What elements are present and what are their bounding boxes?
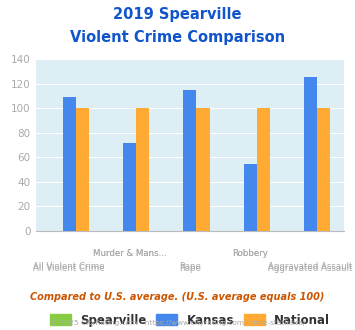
Bar bbox=[136, 109, 149, 231]
Bar bbox=[196, 109, 209, 231]
Text: Aggravated Assault: Aggravated Assault bbox=[268, 264, 353, 273]
Bar bbox=[184, 90, 196, 231]
Text: All Violent Crime: All Violent Crime bbox=[33, 262, 105, 271]
Text: © 2025 CityRating.com - https://www.cityrating.com/crime-statistics/: © 2025 CityRating.com - https://www.city… bbox=[50, 319, 305, 326]
Bar bbox=[317, 109, 330, 231]
Legend: Spearville, Kansas, National: Spearville, Kansas, National bbox=[45, 309, 335, 330]
Text: Compared to U.S. average. (U.S. average equals 100): Compared to U.S. average. (U.S. average … bbox=[30, 292, 325, 302]
Text: Rape: Rape bbox=[179, 262, 201, 271]
Text: Murder & Mans...: Murder & Mans... bbox=[93, 249, 166, 258]
Bar bbox=[76, 109, 89, 231]
Bar bbox=[244, 164, 257, 231]
Text: Violent Crime Comparison: Violent Crime Comparison bbox=[70, 30, 285, 45]
Text: Murder & Mans...: Murder & Mans... bbox=[93, 249, 166, 258]
Bar bbox=[63, 97, 76, 231]
Bar bbox=[304, 77, 317, 231]
Bar bbox=[257, 109, 270, 231]
Text: Aggravated Assault: Aggravated Assault bbox=[268, 262, 353, 271]
Text: 2019 Spearville: 2019 Spearville bbox=[113, 7, 242, 21]
Text: Robbery: Robbery bbox=[232, 249, 268, 258]
Text: Robbery: Robbery bbox=[232, 249, 268, 258]
Text: Rape: Rape bbox=[179, 264, 201, 273]
Bar bbox=[123, 143, 136, 231]
Text: All Violent Crime: All Violent Crime bbox=[33, 264, 105, 273]
